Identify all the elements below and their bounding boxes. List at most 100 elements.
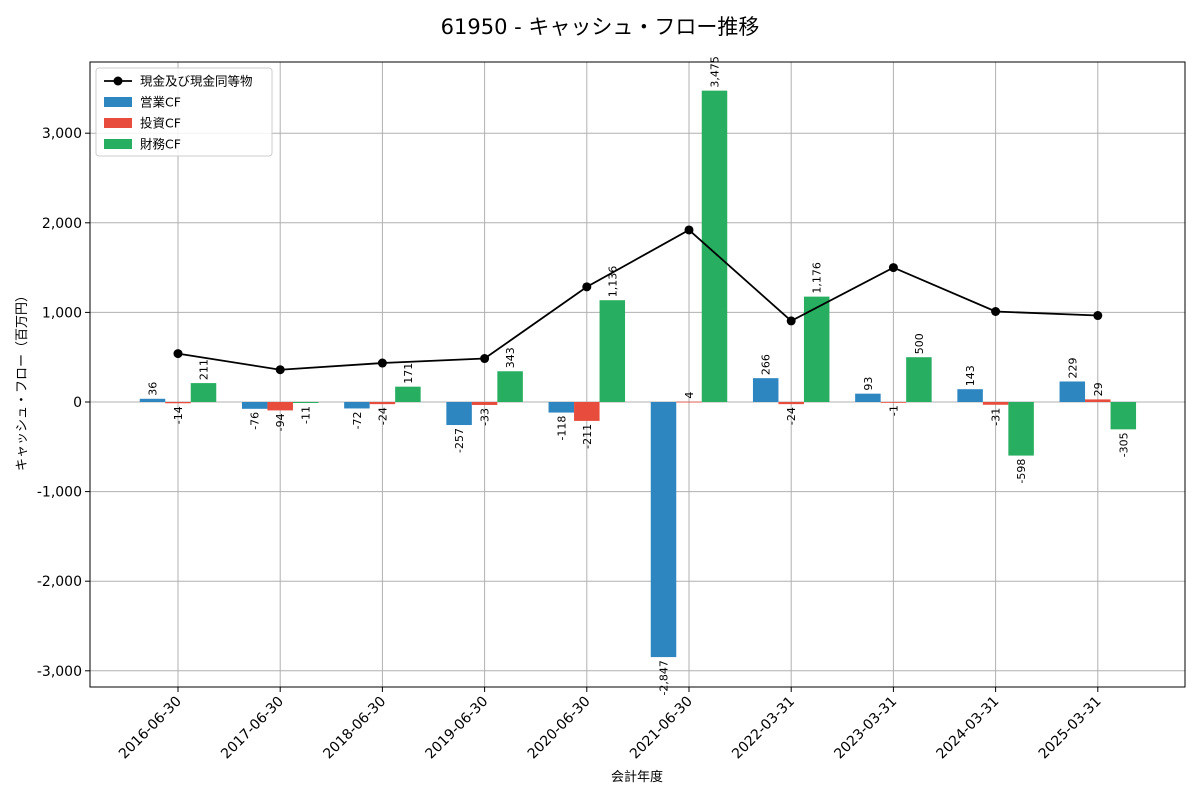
data-label: 211 (198, 359, 211, 380)
data-label: -14 (172, 406, 185, 424)
line-point-2023-03-31 (888, 263, 898, 273)
legend-swatch (104, 139, 132, 149)
data-label: 36 (147, 382, 160, 396)
bar-財務CF-2022-03-31 (803, 296, 830, 402)
legend-entry: 財務CF (140, 137, 181, 152)
bar-営業CF-2023-03-31 (855, 393, 881, 402)
line-point-2025-03-31 (1093, 311, 1103, 321)
bar-財務CF-2018-06-30 (395, 386, 421, 402)
legend-entry: 投資CF (140, 116, 181, 131)
data-label: -2,847 (658, 660, 671, 695)
data-label: 143 (964, 365, 977, 386)
y-axis: -3,000 -2,000 -1,000 0 1,000 2,000 3,000 (37, 126, 90, 680)
bar-投資CF-2021-06-30 (676, 401, 702, 403)
bar-財務CF-2025-03-31 (1110, 402, 1137, 430)
data-label: -305 (1117, 432, 1130, 457)
y-tick-label: 2,000 (42, 216, 82, 232)
plot-frame (89, 61, 1186, 688)
bar-投資CF-2020-06-30 (574, 402, 600, 421)
x-tick-label: 2017-06-30 (218, 694, 287, 763)
bar-財務CF-2017-06-30 (292, 402, 319, 403)
line-point-2018-06-30 (377, 358, 387, 368)
bar-営業CF-2019-06-30 (446, 402, 472, 426)
data-label: -76 (249, 412, 262, 430)
data-label: 343 (504, 347, 517, 368)
bar-営業CF-2024-03-31 (957, 389, 983, 402)
bar-投資CF-2016-06-30 (165, 402, 191, 404)
x-tick-label: 2021-06-30 (627, 694, 696, 763)
line-point-2017-06-30 (275, 365, 285, 375)
bar-財務CF-2023-03-31 (906, 357, 932, 402)
data-label: -33 (479, 408, 492, 426)
data-label: -1 (887, 405, 900, 416)
x-tick-label: 2024-03-31 (934, 694, 1003, 763)
bar-営業CF-2020-06-30 (548, 402, 575, 413)
x-tick-label: 2016-06-30 (116, 694, 185, 763)
x-tick-label: 2023-03-31 (831, 694, 900, 763)
bar-投資CF-2024-03-31 (982, 402, 1009, 405)
chart-title: 61950 - キャッシュ・フロー推移 (441, 15, 760, 39)
x-tick-label: 2020-06-30 (525, 694, 594, 763)
data-label: 1,136 (606, 266, 619, 298)
data-label: -11 (300, 406, 313, 424)
bar-営業CF-2017-06-30 (241, 402, 268, 409)
legend-box (95, 67, 273, 157)
y-tick-label: -2,000 (37, 574, 82, 590)
bar-営業CF-2016-06-30 (139, 398, 166, 402)
data-label: -118 (555, 416, 568, 441)
data-label: -598 (1015, 459, 1028, 484)
data-label: 266 (760, 354, 773, 375)
bars-layer (139, 90, 1137, 658)
x-tick-label: 2022-03-31 (729, 694, 798, 763)
line-layer (173, 225, 1103, 375)
data-label: 4 (683, 392, 696, 399)
data-label: -211 (581, 424, 594, 449)
x-tick-label: 2025-03-31 (1036, 694, 1105, 763)
data-label: 93 (862, 377, 875, 391)
line-point-2016-06-30 (173, 349, 183, 359)
data-label: 171 (402, 363, 415, 384)
y-tick-label: 1,000 (42, 305, 82, 321)
y-tick-label: 3,000 (42, 126, 82, 142)
x-axis: 2016-06-30 2017-06-30 2018-06-30 2019-06-30… (116, 687, 1105, 762)
y-tick-label: -1,000 (37, 485, 82, 501)
legend-swatch (104, 97, 132, 107)
bar-投資CF-2019-06-30 (471, 402, 498, 405)
data-label: -94 (274, 413, 287, 431)
data-label: 29 (1092, 382, 1105, 396)
bar-財務CF-2019-06-30 (497, 371, 523, 402)
bar-財務CF-2024-03-31 (1008, 402, 1034, 456)
data-label: -72 (351, 411, 364, 429)
bar-財務CF-2021-06-30 (701, 90, 728, 402)
bar-営業CF-2021-06-30 (650, 402, 677, 658)
bar-投資CF-2018-06-30 (369, 402, 396, 405)
bar-投資CF-2022-03-31 (778, 402, 804, 405)
bar-投資CF-2017-06-30 (267, 402, 293, 411)
bar-営業CF-2018-06-30 (344, 402, 370, 409)
bar-投資CF-2025-03-31 (1085, 399, 1111, 402)
data-label: 1,176 (811, 262, 824, 294)
bar-財務CF-2016-06-30 (190, 383, 217, 402)
data-label: -24 (376, 407, 389, 425)
data-label: 3,475 (709, 56, 722, 88)
bar-営業CF-2022-03-31 (752, 378, 779, 402)
legend-line-marker (113, 76, 123, 86)
line-point-2020-06-30 (582, 282, 592, 292)
x-axis-label: 会計年度 (611, 769, 663, 785)
bar-財務CF-2020-06-30 (599, 300, 626, 402)
data-label: -257 (453, 428, 466, 453)
bar-投資CF-2023-03-31 (880, 402, 907, 403)
line-現金及び現金同等物 (177, 228, 1098, 371)
y-tick-label: -3,000 (37, 664, 82, 680)
data-label: -24 (785, 407, 798, 425)
legend-entry: 営業CF (140, 95, 181, 110)
grid-layer (90, 62, 1185, 687)
legend-swatch (104, 118, 132, 128)
line-point-2021-06-30 (684, 225, 694, 235)
line-point-2019-06-30 (480, 354, 490, 364)
data-label: 500 (913, 333, 926, 354)
line-point-2022-03-31 (786, 316, 796, 326)
y-axis-label: キャッシュ・フロー（百万円） (15, 289, 30, 471)
